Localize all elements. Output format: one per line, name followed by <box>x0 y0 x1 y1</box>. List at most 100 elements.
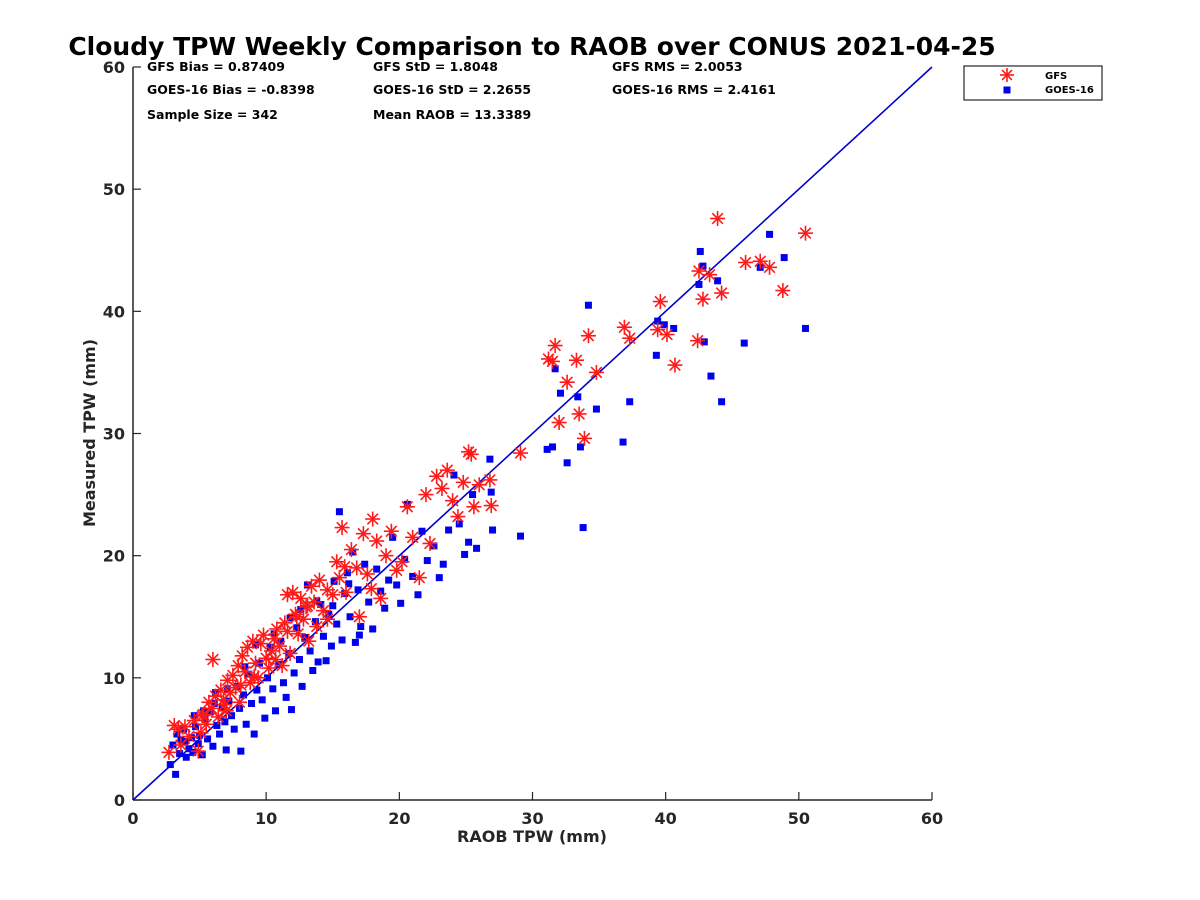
goes-point <box>435 574 443 582</box>
y-tick-label: 50 <box>103 180 125 199</box>
gfs-point <box>204 700 220 716</box>
legend-box <box>963 65 1103 101</box>
stat-gfs-bias: GFS Bias = 0.87409 <box>147 59 285 74</box>
goes-point <box>209 742 217 750</box>
gfs-point <box>405 529 421 545</box>
gfs-point <box>466 499 482 515</box>
gfs-point <box>256 627 272 643</box>
goes-point <box>185 745 193 753</box>
gfs-point <box>455 474 471 490</box>
gfs-point <box>349 560 365 576</box>
goes-point <box>423 557 431 565</box>
stat-gfs-rms: GFS RMS = 2.0053 <box>612 59 743 74</box>
gfs-point <box>299 598 315 614</box>
goes-point <box>365 598 373 606</box>
goes-point <box>445 526 453 534</box>
gfs-point <box>311 572 327 588</box>
gfs-point <box>383 523 399 539</box>
goes-point <box>303 581 311 589</box>
gfs-point <box>205 652 221 668</box>
goes-point <box>487 488 495 496</box>
gfs-point <box>547 338 563 354</box>
gfs-point <box>540 351 556 367</box>
y-tick-label: 0 <box>114 791 125 810</box>
gfs-point <box>450 509 466 525</box>
gfs-point <box>482 472 498 488</box>
y-axis-label: Measured TPW (mm) <box>80 339 99 527</box>
goes-point <box>338 636 346 644</box>
goes-point <box>714 277 722 285</box>
gfs-point <box>659 327 675 343</box>
goes-point <box>450 471 458 479</box>
gfs-point <box>289 609 305 625</box>
gfs-point <box>173 737 189 753</box>
goes-point <box>548 443 556 451</box>
goes-point <box>258 696 266 704</box>
stat-mean-raob: Mean RAOB = 13.3389 <box>373 107 531 122</box>
goes-point <box>298 682 306 690</box>
goes-point <box>345 580 353 588</box>
x-tick-label: 10 <box>255 809 277 828</box>
gfs-point <box>463 446 479 462</box>
goes-point <box>652 351 660 359</box>
gfs-point <box>418 487 434 503</box>
y-tick-label: 60 <box>103 58 125 77</box>
goes-point <box>189 748 197 756</box>
goes-point <box>579 524 587 532</box>
stat-goes-bias: GOES-16 Bias = -0.8398 <box>147 82 315 97</box>
goes-point <box>465 538 473 546</box>
goes-point <box>397 599 405 607</box>
goes-point <box>293 624 301 632</box>
legend-asterisk <box>1000 68 1014 82</box>
goes-point <box>619 438 627 446</box>
gfs-point <box>752 253 768 269</box>
gfs-point <box>232 694 248 710</box>
gfs-point <box>217 697 233 713</box>
goes-point <box>584 301 592 309</box>
gfs-point <box>242 675 258 691</box>
gfs-point <box>234 648 250 664</box>
goes-point <box>240 691 248 699</box>
gfs-point <box>691 263 707 279</box>
gfs-point <box>359 566 375 582</box>
goes-point <box>592 405 600 413</box>
gfs-point <box>544 353 560 369</box>
goes-point <box>696 247 704 255</box>
goes-point <box>418 527 426 535</box>
gfs-point <box>738 254 754 270</box>
goes-point <box>361 560 369 568</box>
gfs-point <box>690 333 706 349</box>
gfs-point <box>338 584 354 600</box>
gfs-point <box>445 493 461 509</box>
gfs-point <box>559 374 575 390</box>
goes-point <box>430 542 438 550</box>
gfs-point <box>710 210 726 226</box>
goes-point <box>355 631 363 639</box>
gfs-point <box>213 682 229 698</box>
goes-point <box>250 730 258 738</box>
goes-point <box>221 718 229 726</box>
goes-point <box>801 324 809 332</box>
gfs-point <box>337 559 353 575</box>
gfs-point <box>695 291 711 307</box>
goes-point <box>489 526 497 534</box>
gfs-point <box>551 415 567 431</box>
goes-point <box>279 679 287 687</box>
goes-point <box>277 637 285 645</box>
chart-title: Cloudy TPW Weekly Comparison to RAOB ove… <box>68 32 995 61</box>
goes-point <box>295 656 303 664</box>
goes-point <box>439 560 447 568</box>
goes-point <box>245 670 253 678</box>
goes-point <box>556 389 564 397</box>
gfs-point <box>334 520 350 536</box>
goes-point <box>414 591 422 599</box>
goes-point <box>707 372 715 380</box>
goes-point <box>210 699 218 707</box>
goes-point <box>469 491 477 499</box>
goes-point <box>700 338 708 346</box>
goes-point <box>333 620 341 628</box>
one-to-one-line <box>132 66 933 801</box>
goes-point <box>213 721 221 729</box>
gfs-point <box>652 294 668 310</box>
